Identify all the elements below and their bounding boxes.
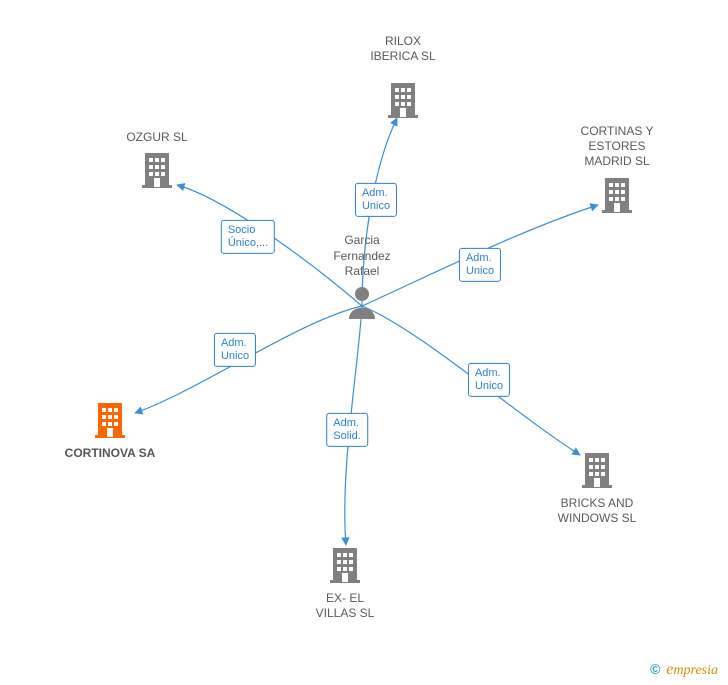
building-icon-cortinova (95, 403, 125, 438)
node-label-rilox: RILOX IBERICA SL (370, 34, 435, 64)
copyright-symbol: © (650, 661, 660, 677)
node-label-cortinas: CORTINAS Y ESTORES MADRID SL (581, 124, 654, 169)
edge-label-exel: Adm. Solid. (326, 413, 368, 447)
node-label-exel: EX- EL VILLAS SL (316, 591, 375, 621)
edge-label-cortinas: Adm. Unico (459, 248, 501, 282)
building-icon-cortinas (602, 178, 632, 213)
node-label-bricks: BRICKS AND WINDOWS SL (558, 496, 637, 526)
diagram-canvas (0, 0, 728, 685)
building-icon-exel (330, 548, 360, 583)
building-icon-bricks (582, 453, 612, 488)
edge-label-rilox: Adm. Unico (355, 183, 397, 217)
building-icon-rilox (388, 83, 418, 118)
brand-name: mpresia (673, 663, 718, 678)
building-icon-ozgur (142, 153, 172, 188)
brand-footer: © empresia (650, 661, 718, 679)
node-label-cortinova: CORTINOVA SA (65, 446, 156, 461)
node-label-ozgur: OZGUR SL (126, 130, 187, 145)
edge-label-bricks: Adm. Unico (468, 363, 510, 397)
edge-label-ozgur: Socio Único,... (221, 220, 275, 254)
edge-label-cortinova: Adm. Unico (214, 333, 256, 367)
center-label: Garcia Fernandez Rafael (333, 233, 390, 280)
